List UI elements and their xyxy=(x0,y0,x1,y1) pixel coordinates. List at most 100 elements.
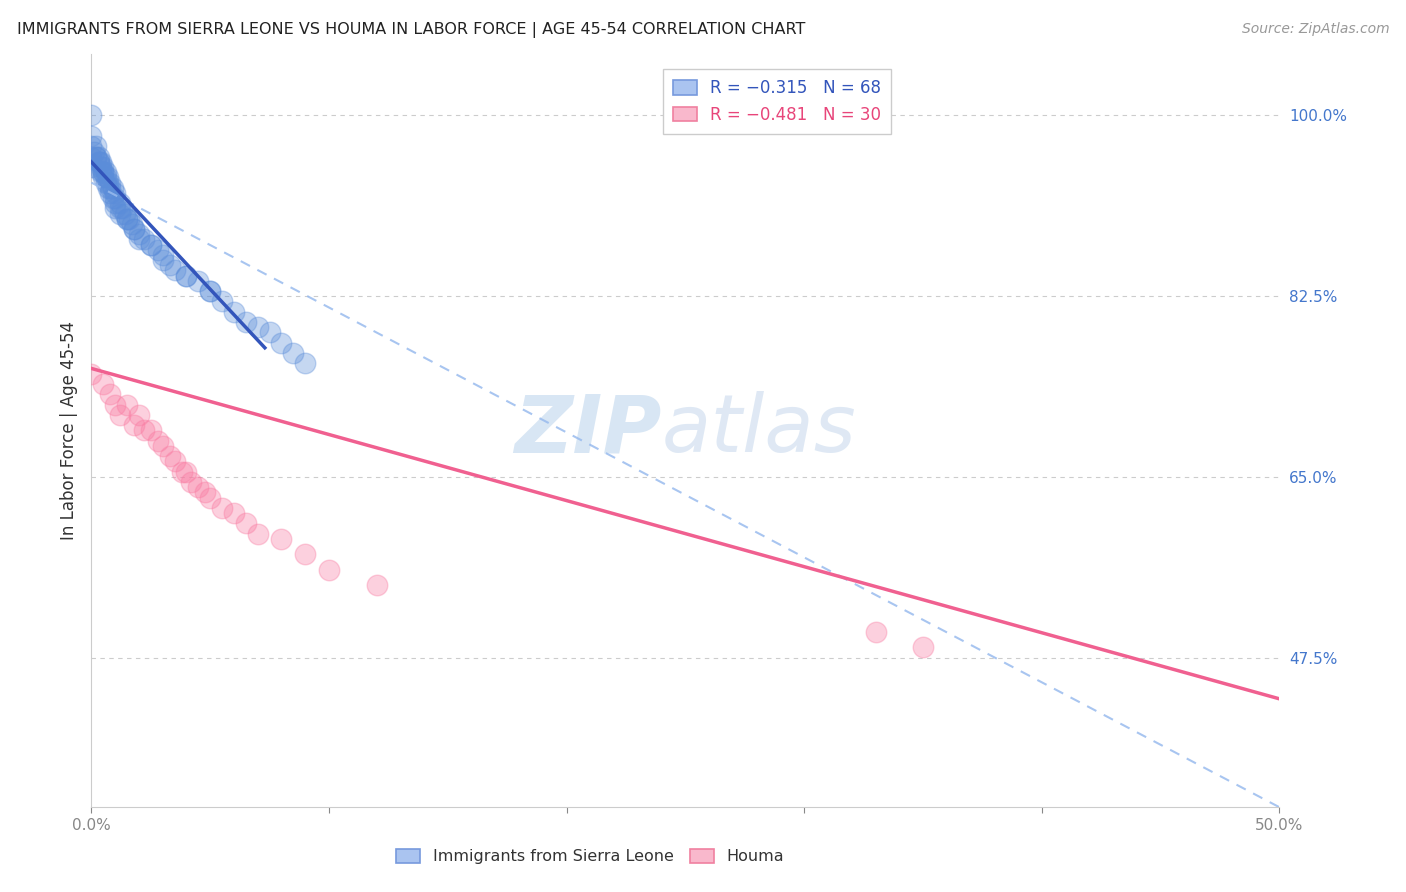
Point xyxy=(94,176,117,190)
Point xyxy=(91,376,114,391)
Point xyxy=(159,449,181,463)
Text: IMMIGRANTS FROM SIERRA LEONE VS HOUMA IN LABOR FORCE | AGE 45-54 CORRELATION CHA: IMMIGRANTS FROM SIERRA LEONE VS HOUMA IN… xyxy=(17,22,806,38)
Point xyxy=(222,304,245,318)
Point xyxy=(152,439,174,453)
Point xyxy=(152,248,174,262)
Point xyxy=(187,480,209,494)
Point xyxy=(111,202,134,216)
Point xyxy=(94,165,117,179)
Point xyxy=(87,155,110,169)
Point xyxy=(163,263,186,277)
Point xyxy=(865,624,887,639)
Point xyxy=(101,191,124,205)
Point xyxy=(152,253,174,268)
Point xyxy=(366,578,388,592)
Point xyxy=(84,150,107,164)
Point xyxy=(91,165,114,179)
Text: ZIP: ZIP xyxy=(515,392,662,469)
Point xyxy=(108,408,131,422)
Point xyxy=(139,237,162,252)
Point xyxy=(139,424,162,438)
Point xyxy=(270,532,292,546)
Point xyxy=(80,367,103,381)
Point xyxy=(118,211,141,226)
Point xyxy=(97,180,120,194)
Point xyxy=(108,206,131,220)
Point xyxy=(139,237,162,252)
Point xyxy=(163,454,186,468)
Point xyxy=(128,227,150,242)
Point xyxy=(122,418,145,433)
Point xyxy=(84,139,107,153)
Point xyxy=(294,356,316,370)
Point xyxy=(222,506,245,520)
Point xyxy=(115,211,138,226)
Point xyxy=(176,268,198,283)
Y-axis label: In Labor Force | Age 45-54: In Labor Force | Age 45-54 xyxy=(59,321,77,540)
Point xyxy=(121,217,143,231)
Point xyxy=(122,222,145,236)
Point xyxy=(87,150,110,164)
Point xyxy=(90,160,112,174)
Point xyxy=(180,475,202,489)
Point xyxy=(80,150,103,164)
Point xyxy=(83,145,105,159)
Point xyxy=(132,424,155,438)
Point xyxy=(100,180,122,194)
Point xyxy=(97,170,120,185)
Point xyxy=(94,170,117,185)
Point xyxy=(294,547,316,561)
Point xyxy=(246,320,269,334)
Point xyxy=(911,640,934,655)
Point xyxy=(101,180,124,194)
Point xyxy=(194,485,217,500)
Legend: Immigrants from Sierra Leone, Houma: Immigrants from Sierra Leone, Houma xyxy=(389,843,790,871)
Text: Source: ZipAtlas.com: Source: ZipAtlas.com xyxy=(1241,22,1389,37)
Point xyxy=(80,160,103,174)
Point xyxy=(211,294,233,309)
Point xyxy=(200,284,222,298)
Point xyxy=(114,206,136,220)
Point xyxy=(104,398,127,412)
Point xyxy=(146,434,169,448)
Point xyxy=(90,165,112,179)
Point xyxy=(104,191,127,205)
Point xyxy=(80,139,103,153)
Point xyxy=(200,284,222,298)
Point xyxy=(176,268,198,283)
Point xyxy=(87,155,110,169)
Point xyxy=(84,150,107,164)
Point xyxy=(159,258,181,272)
Text: atlas: atlas xyxy=(662,392,856,469)
Point xyxy=(91,160,114,174)
Point xyxy=(235,315,257,329)
Point xyxy=(108,196,131,211)
Point xyxy=(211,500,233,515)
Point xyxy=(318,563,340,577)
Point xyxy=(146,243,169,257)
Point xyxy=(91,165,114,179)
Point xyxy=(80,129,103,144)
Point xyxy=(283,346,305,360)
Point xyxy=(104,202,127,216)
Point xyxy=(235,516,257,531)
Point xyxy=(80,108,103,122)
Point xyxy=(108,202,131,216)
Point xyxy=(170,465,193,479)
Point xyxy=(246,526,269,541)
Point xyxy=(128,408,150,422)
Point xyxy=(200,491,222,505)
Point xyxy=(122,222,145,236)
Point xyxy=(100,186,122,200)
Point xyxy=(176,465,198,479)
Point xyxy=(132,232,155,246)
Point xyxy=(187,274,209,288)
Point xyxy=(91,170,114,185)
Point xyxy=(100,387,122,401)
Point xyxy=(104,186,127,200)
Point xyxy=(104,196,127,211)
Point xyxy=(100,176,122,190)
Point xyxy=(115,398,138,412)
Point xyxy=(270,335,292,350)
Point xyxy=(115,211,138,226)
